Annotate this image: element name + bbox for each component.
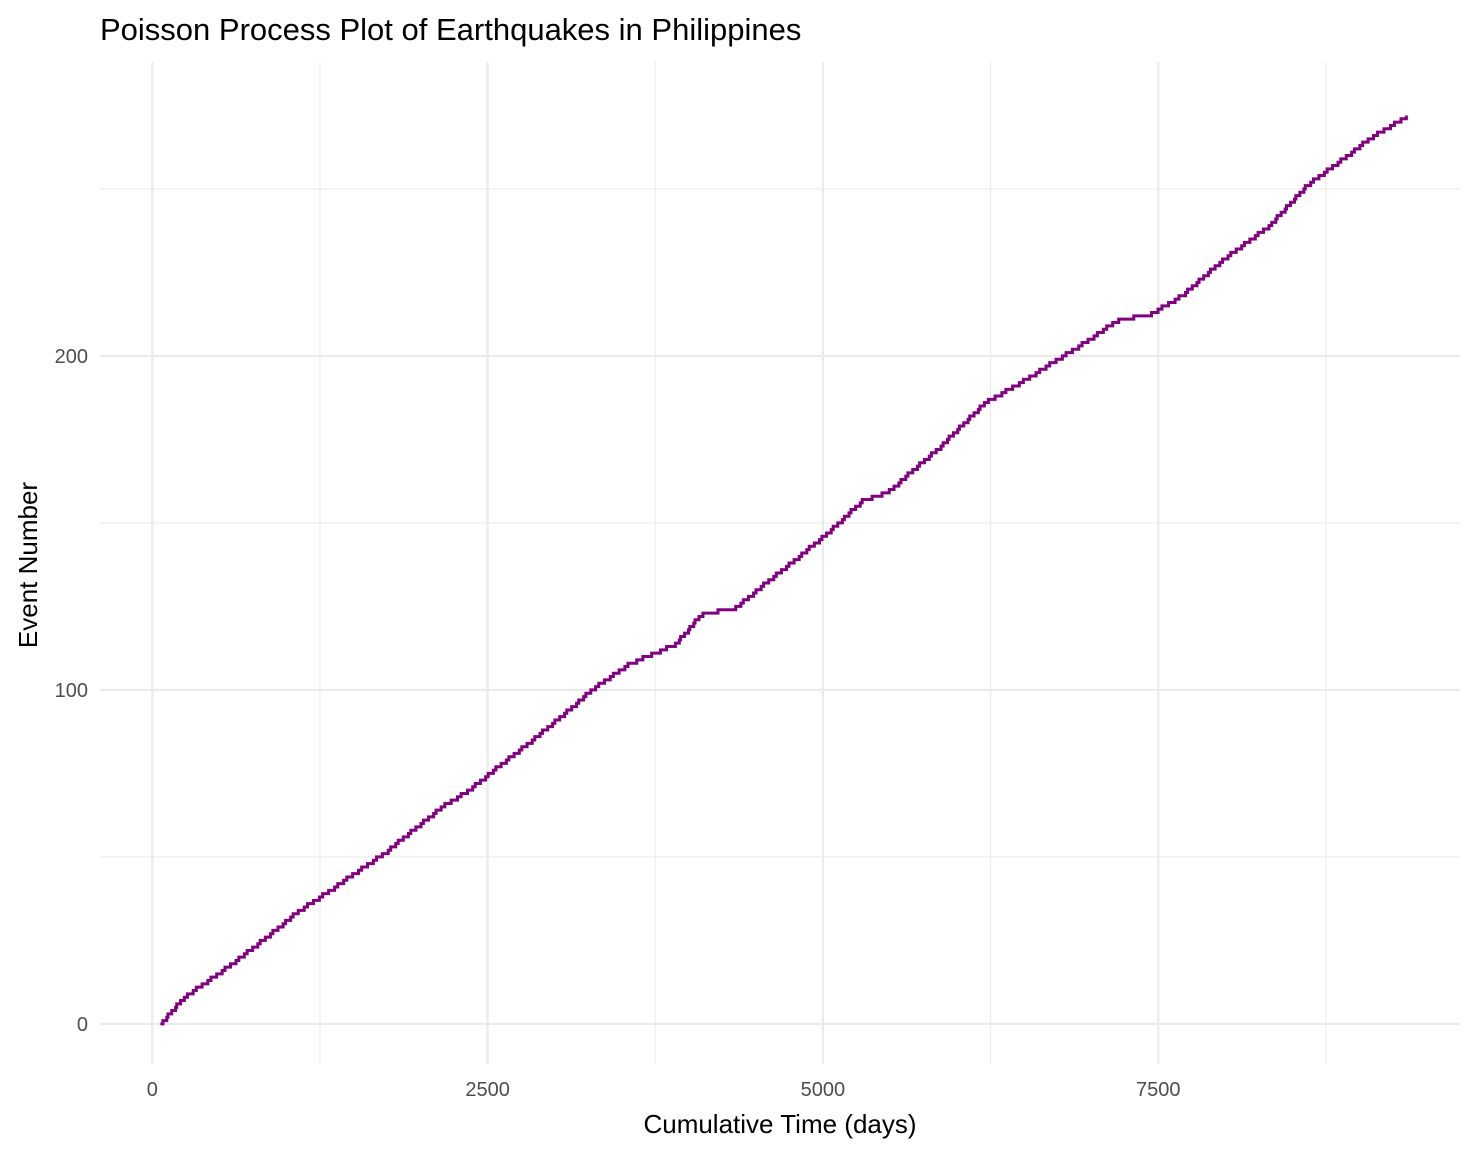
series-line [160,115,1408,1026]
series [160,115,1408,1026]
x-tick-label: 7500 [1136,1079,1181,1101]
x-tick-label: 2500 [465,1079,510,1101]
gridlines [100,62,1460,1064]
y-tick-label: 100 [55,680,88,702]
x-tick-label: 5000 [801,1079,846,1101]
y-tick-label: 200 [55,346,88,368]
y-tick-label: 0 [77,1014,88,1036]
y-axis-title: Event Number [13,482,43,649]
x-tick-label: 0 [147,1079,158,1101]
tick-labels: 0 2500 5000 7500 0 100 200 [55,346,1181,1101]
chart-title: Poisson Process Plot of Earthquakes in P… [100,12,801,47]
x-axis-title: Cumulative Time (days) [643,1109,916,1139]
